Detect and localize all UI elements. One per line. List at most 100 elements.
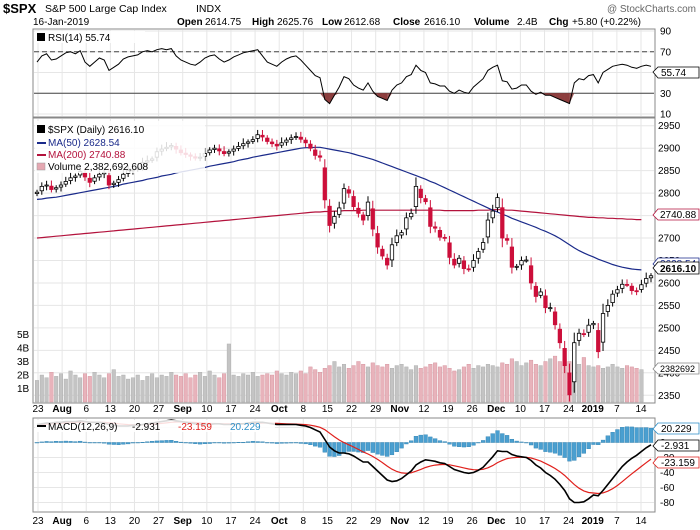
price-tick-label: 2550 — [658, 301, 681, 312]
macd-histogram-bar — [528, 442, 534, 446]
macd-histogram-bar — [346, 442, 351, 452]
macd-histogram-bar — [121, 442, 126, 445]
ma50-legend-text: MA(50) 2628.54 — [48, 138, 120, 149]
volume-bar — [437, 366, 442, 403]
macd-histogram-bar — [322, 442, 327, 453]
volume-bar — [332, 361, 337, 403]
volume-bar — [274, 370, 279, 403]
candle-body — [466, 268, 471, 271]
rsi-tick-label: 10 — [660, 110, 672, 121]
candle-body — [418, 188, 423, 199]
rsi-last-marker: 55.74 — [652, 66, 700, 79]
candle-body — [39, 185, 44, 192]
volume-bar — [519, 365, 524, 403]
macd-histogram-bar — [452, 442, 457, 447]
macd-histogram-bar — [504, 435, 510, 443]
macd-histogram-bar — [500, 433, 505, 443]
x-tick-label: Sep — [174, 516, 192, 527]
volume-bar — [447, 368, 452, 403]
volume-bar — [212, 374, 217, 403]
macd-histogram-bar — [399, 442, 404, 449]
macd-histogram-bar — [102, 442, 107, 444]
candle-body — [572, 342, 577, 383]
candle-body — [456, 257, 462, 264]
candle-body — [245, 141, 251, 144]
volume-bar — [581, 357, 586, 403]
macd-histogram-bar — [236, 442, 241, 443]
macd-histogram-bar — [63, 440, 68, 443]
volume-bar — [610, 364, 615, 403]
candle-body — [624, 284, 630, 286]
volume-bar — [102, 377, 107, 403]
index-name: S&P 500 Large Cap Index — [45, 3, 168, 15]
macd-histogram-bar — [150, 441, 155, 443]
macd-histogram-bar — [409, 440, 414, 443]
macd-histogram-bar — [418, 434, 423, 443]
candle-body — [121, 173, 126, 179]
candle-body — [322, 167, 327, 201]
x-tick-label: 2019 — [582, 516, 605, 527]
x-tick-label: 10 — [515, 404, 527, 415]
x-tick-label: 7 — [614, 404, 620, 415]
volume-bar — [418, 368, 423, 403]
macd-histogram-bar — [557, 442, 562, 456]
volume-bar — [130, 377, 135, 403]
candle-body — [452, 258, 457, 266]
macd-histogram-bar — [380, 442, 385, 456]
volume-bar — [461, 366, 466, 403]
candle-body — [442, 236, 447, 239]
candle-body — [361, 214, 366, 221]
macd-histogram-bar — [648, 427, 654, 443]
price-tick-label: 2500 — [658, 323, 681, 334]
volume-tick-label: 4B — [17, 344, 30, 355]
macd-legend-value: -2.931 — [132, 422, 161, 433]
x-axis-labels: 23 23 Aug Aug 6 6 13 13 20 20 27 27 Sep Sep 10 10 17 17 24… — [32, 404, 647, 527]
volume-bar — [92, 372, 97, 403]
x-tick-label: 7 — [614, 516, 620, 527]
candle-body — [341, 188, 347, 204]
x-tick-label: 24 — [250, 404, 262, 415]
volume-last-value: 2382692 — [660, 364, 695, 374]
volume-bar — [82, 373, 87, 403]
rsi-tick-label: 70 — [660, 47, 672, 58]
candle-body — [476, 251, 481, 259]
macd-histogram-bar — [284, 442, 289, 444]
candle-body — [557, 328, 562, 344]
rsi-tick-label: 90 — [660, 27, 672, 38]
macd-hist-last-marker: 20.229 — [652, 422, 700, 435]
volume-bar — [159, 374, 164, 403]
x-tick-label: Oct — [271, 404, 288, 415]
candle-body — [44, 184, 49, 187]
macd-histogram-bar — [68, 441, 73, 443]
volume-bar — [121, 374, 126, 403]
volume-bar — [202, 376, 207, 403]
volume-bar — [49, 372, 54, 403]
macd-histogram-bar — [49, 441, 54, 443]
price-tick-label: 2850 — [658, 166, 681, 177]
candle-body — [82, 172, 88, 178]
volume-bar — [87, 376, 92, 403]
volume-bar — [289, 372, 294, 403]
candle-body — [552, 311, 558, 326]
volume-bar — [313, 369, 318, 403]
macd-histogram-bar — [519, 441, 524, 443]
macd-histogram-bar — [298, 442, 303, 444]
candle-body — [63, 181, 68, 185]
volume-bar — [553, 355, 558, 403]
volume-bar — [466, 364, 471, 403]
volume-bar — [174, 374, 179, 403]
macd-histogram-bar — [78, 440, 83, 443]
x-tick-label: 10 — [515, 516, 527, 527]
high-label: High — [252, 17, 274, 28]
macd-histogram-bar — [442, 441, 447, 443]
candle-body — [533, 285, 539, 297]
candle-body — [524, 259, 529, 262]
candle-body — [111, 182, 116, 185]
volume-bar — [68, 370, 73, 403]
chg-value: +5.80 (+0.22%) — [572, 17, 641, 28]
candle-body — [375, 233, 380, 248]
macd-histogram-bar — [586, 442, 591, 449]
macd-histogram-bar — [274, 442, 279, 444]
x-tick-label: 14 — [635, 516, 647, 527]
low-label: Low — [322, 17, 342, 28]
